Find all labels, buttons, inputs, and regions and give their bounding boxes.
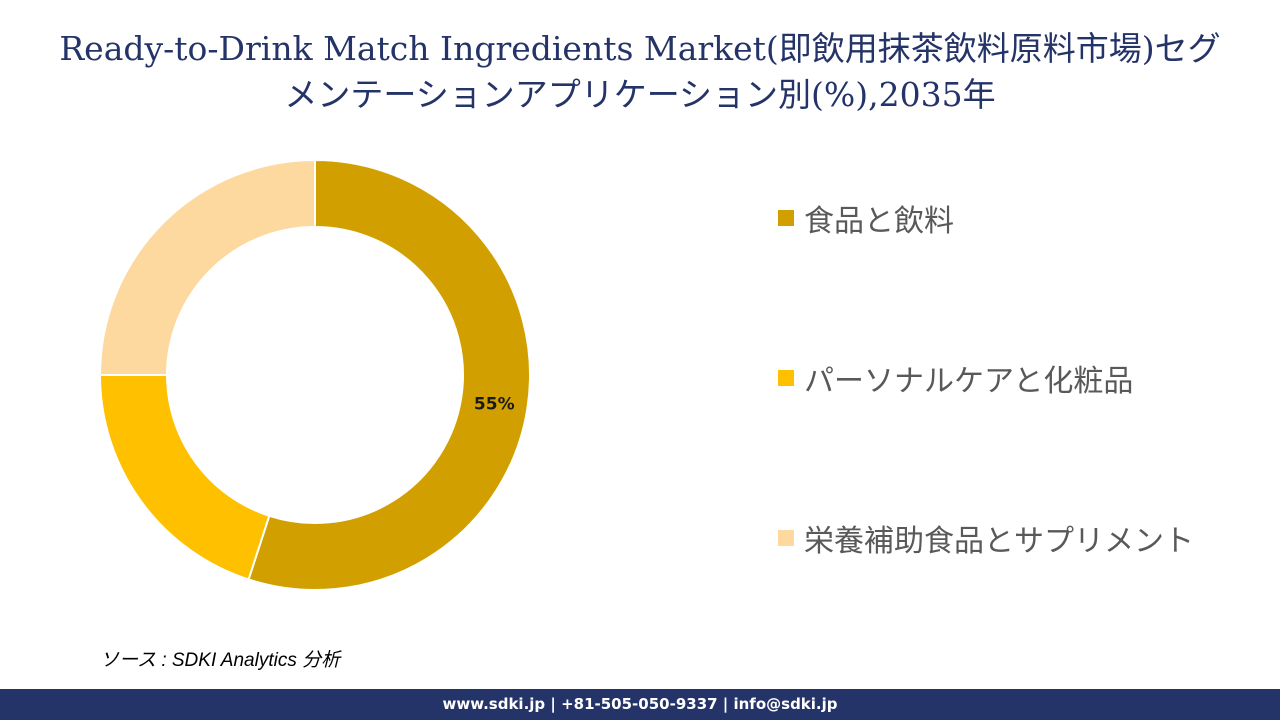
donut-slice-food-beverage (247, 158, 531, 591)
legend-label-personal-care: パーソナルケアと化粧品 (804, 364, 1134, 399)
donut-chart: 55% (98, 158, 531, 591)
legend-item-supplements: 栄養補助食品とサプリメント (778, 518, 1194, 559)
donut-slice-supplements (98, 158, 316, 376)
legend-swatch-supplements (778, 530, 794, 546)
legend-item-food-beverage: 食品と飲料 (778, 198, 954, 239)
legend-swatch-food-beverage (778, 210, 794, 226)
donut-slice-personal-care (98, 374, 271, 581)
chart-title-line-1: Ready-to-Drink Match Ingredients Market(… (59, 29, 1221, 68)
legend-item-personal-care: パーソナルケアと化粧品 (778, 358, 1134, 399)
source-note: ソース : SDKI Analytics 分析 (100, 650, 341, 671)
legend-swatch-personal-care (778, 370, 794, 386)
footer-contact-bar: www.sdki.jp | +81-505-050-9337 | info@sd… (0, 689, 1280, 720)
data-label-food-beverage: 55% (474, 394, 515, 414)
chart-title-line-2: メンテーションアプリケーション別(%),2035年 (284, 75, 996, 114)
legend-label-supplements: 栄養補助食品とサプリメント (804, 524, 1194, 559)
legend-label-food-beverage: 食品と飲料 (804, 204, 954, 239)
chart-title: Ready-to-Drink Match Ingredients Market(… (20, 26, 1260, 118)
